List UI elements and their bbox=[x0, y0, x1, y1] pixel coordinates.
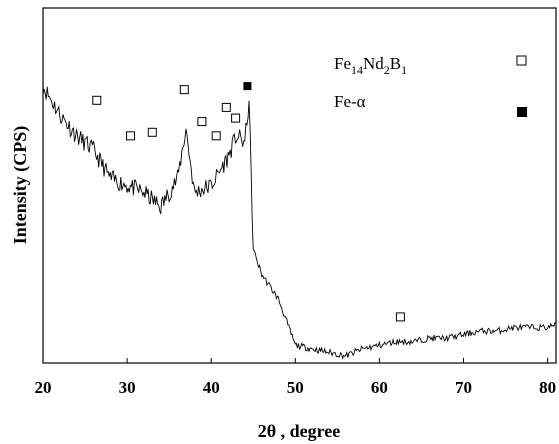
peak-marker-fe14nd2b1-7 bbox=[231, 113, 241, 123]
x-tick-label-50: 50 bbox=[287, 378, 304, 397]
peak-marker-fe-alpha bbox=[243, 82, 252, 91]
peak-marker-fe14nd2b1-0 bbox=[92, 95, 102, 105]
plot-frame bbox=[42, 7, 557, 364]
x-tick-label-80: 80 bbox=[539, 378, 556, 397]
peak-marker-fe14nd2b1-1 bbox=[126, 131, 135, 141]
marker-layer bbox=[92, 82, 405, 322]
x-tick-label-30: 30 bbox=[119, 378, 136, 397]
x-tick-label-40: 40 bbox=[203, 378, 220, 397]
legend-open-square-marker bbox=[516, 55, 527, 66]
legend-label-fe14nd2b1: Fe14Nd2B1 bbox=[334, 54, 407, 77]
peak-marker-fe14nd2b1-5 bbox=[211, 131, 221, 141]
peak-marker-fe14nd2b1-9 bbox=[395, 312, 405, 322]
legend: Fe14Nd2B1 Fe-α bbox=[334, 54, 527, 117]
x-tick-label-20: 20 bbox=[35, 378, 52, 397]
peak-marker-fe14nd2b1-3 bbox=[179, 85, 189, 95]
y-axis-label: Intensity (CPS) bbox=[10, 126, 31, 245]
x-tick-label-60: 60 bbox=[371, 378, 388, 397]
tick-layer: 20 30 40 50 60 70 80 bbox=[35, 358, 556, 397]
legend-filled-square-marker bbox=[517, 107, 527, 117]
peak-marker-fe14nd2b1-2 bbox=[147, 127, 157, 137]
x-axis-label: 2θ , degree bbox=[258, 421, 341, 441]
peak-marker-fe14nd2b1-6 bbox=[221, 102, 231, 112]
xrd-series-line bbox=[42, 86, 557, 360]
x-tick-label-70: 70 bbox=[455, 378, 472, 397]
series-layer bbox=[42, 86, 557, 360]
peak-marker-fe14nd2b1-4 bbox=[197, 117, 207, 127]
legend-label-fe-alpha: Fe-α bbox=[334, 92, 366, 111]
